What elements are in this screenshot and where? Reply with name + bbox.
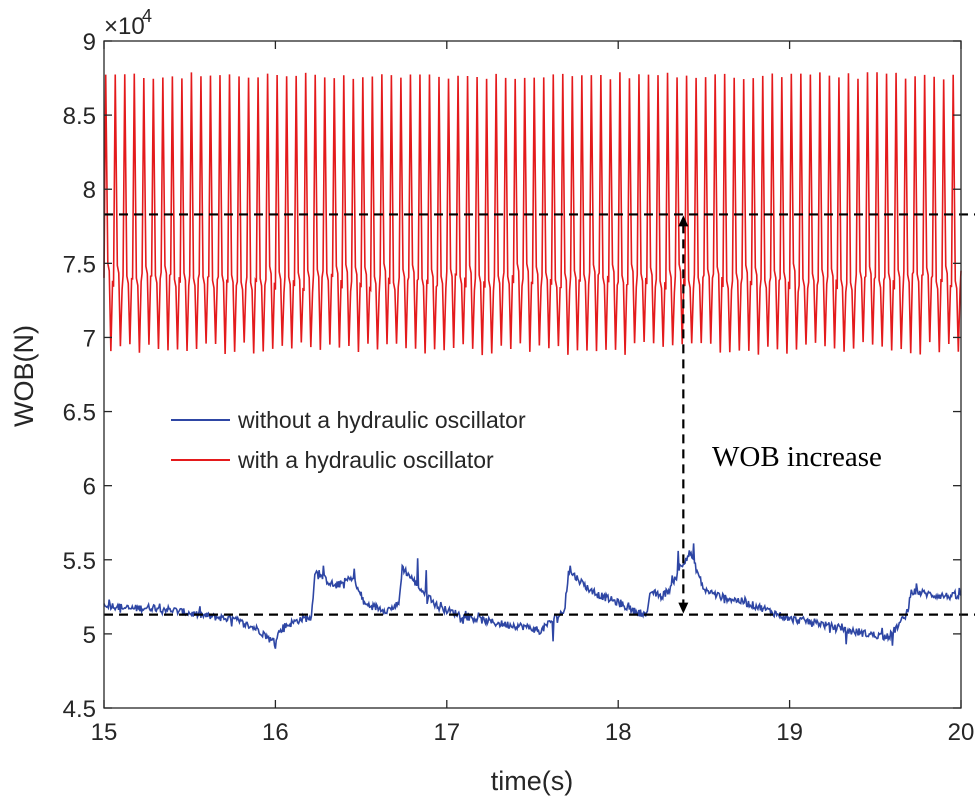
legend-label-with: with a hydraulic oscillator [237,447,494,473]
y-tick-label: 5 [83,622,96,649]
annotation-text: WOB increase [712,441,882,473]
x-tick-label: 15 [91,719,118,746]
y-tick-label: 4.5 [63,696,96,723]
y-tick-label: 7 [83,325,96,352]
y-multiplier: ×10 4 [104,6,152,40]
annotation-arrow-head-up [678,215,689,227]
y-multiplier-base: ×10 [104,13,145,40]
y-tick-label: 9 [83,29,96,56]
y-tick-label: 8.5 [63,103,96,130]
legend: without a hydraulic oscillator with a hy… [171,407,526,473]
series-with-oscillator-line [103,72,962,356]
series-layer [103,72,962,649]
annotation-arrow-head-down [678,602,689,614]
axes [103,40,962,709]
reference-lines [104,213,975,616]
x-tick-label: 17 [433,719,460,746]
y-tick-label: 7.5 [63,251,96,278]
y-tick-label: 6.5 [63,400,96,427]
tick-labels: 15 16 17 18 19 20 4.5 5 5.5 6 6.5 7 7.5 8 8.5 9 [63,29,975,746]
x-axis-label: time(s) [491,766,574,796]
plot-frame [103,40,962,709]
series-without-oscillator-line [103,543,962,649]
x-tick-label: 20 [948,719,975,746]
y-axis-label: WOB(N) [9,325,39,427]
annotation [678,215,689,614]
y-tick-label: 8 [83,177,96,204]
x-tick-label: 16 [262,719,289,746]
x-tick-label: 19 [776,719,803,746]
y-tick-label: 5.5 [63,548,96,575]
x-tick-label: 18 [605,719,632,746]
legend-label-without: without a hydraulic oscillator [237,407,526,433]
y-multiplier-exponent: 4 [142,6,152,26]
y-tick-label: 6 [83,474,96,501]
